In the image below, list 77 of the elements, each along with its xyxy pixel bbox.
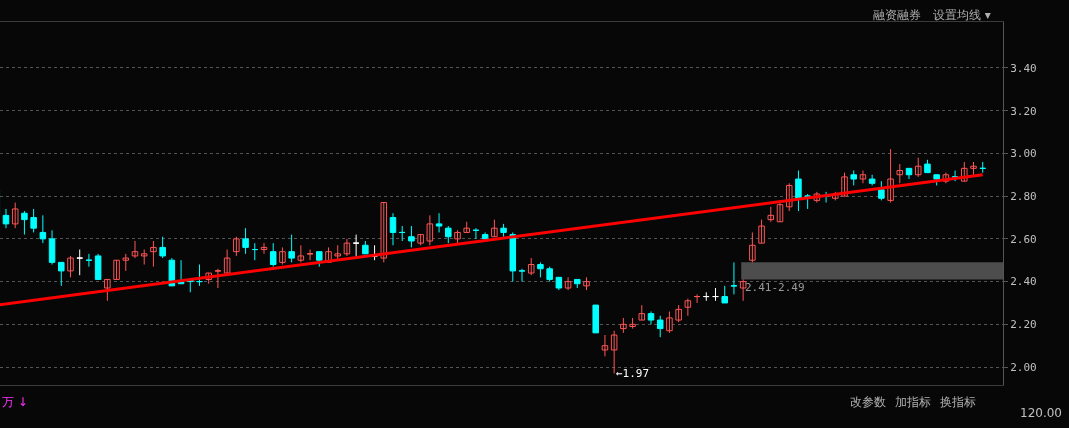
annotation: ←1.97: [616, 367, 650, 380]
candlestick: [11, 202, 19, 229]
candlestick: [67, 255, 74, 278]
candlestick: [712, 287, 719, 302]
text: 120.00: [1020, 406, 1062, 420]
candlestick: [233, 236, 240, 257]
candlestick: [417, 234, 424, 246]
text: 万 ↓: [2, 395, 28, 409]
candlestick: [592, 304, 599, 334]
candlestick: [269, 242, 277, 268]
candlestick: [150, 240, 157, 268]
y-tick-label: 3.00: [1010, 147, 1037, 161]
candlestick: [739, 278, 747, 302]
candlestick: [196, 264, 203, 287]
candlestick: [758, 219, 765, 244]
y-tick-label: 2.00: [1010, 360, 1037, 374]
candlestick: [979, 161, 986, 174]
candlestick: [868, 174, 876, 186]
candlestick: [878, 180, 885, 201]
candlestick: [721, 285, 728, 304]
text: 换指标: [940, 395, 976, 409]
candlestick: [675, 304, 682, 323]
text: 加指标: [895, 395, 931, 409]
candlestick: [30, 208, 37, 233]
candlestick: [408, 225, 415, 248]
candlestick: [288, 234, 295, 263]
candlestick: [306, 249, 314, 261]
candlestick: [896, 163, 904, 184]
candlestick: [583, 276, 590, 291]
candlestick: [58, 261, 65, 287]
candlestick: [251, 242, 259, 261]
y-tick-label: 2.60: [1010, 232, 1037, 246]
text: 设置均线 ▾: [933, 8, 991, 22]
text: 融资融券: [873, 8, 921, 22]
candlestick: [122, 253, 130, 272]
candlestick: [113, 259, 120, 280]
candlestick: [620, 317, 627, 334]
candlestick: [574, 278, 581, 289]
candlestick: [749, 231, 756, 263]
candlestick: [242, 227, 249, 255]
candlestick: [334, 244, 341, 261]
candlestick: [398, 225, 406, 242]
y-tick-label: 2.20: [1010, 318, 1037, 332]
candlestick: [546, 266, 553, 283]
candlestick: [279, 246, 286, 265]
candlestick: [352, 234, 360, 257]
text: 改参数: [850, 395, 886, 409]
candlestick: [924, 159, 931, 174]
candlestick: [666, 311, 673, 334]
candlestick: [970, 161, 977, 176]
candlestick: [472, 227, 480, 240]
candlestick: [104, 278, 111, 302]
candlestick: [214, 268, 222, 289]
y-tick-label: 3.20: [1010, 104, 1037, 118]
candlestick: [730, 261, 738, 295]
candlestick: [850, 169, 857, 186]
candlestick: [693, 293, 701, 304]
candlestick: [610, 330, 618, 374]
candlestick: [951, 169, 959, 182]
candlestick: [629, 317, 636, 330]
candlestick: [500, 223, 507, 238]
y-tick-label: 2.80: [1010, 189, 1037, 203]
candlestick: [463, 221, 470, 233]
candlestick: [76, 249, 83, 276]
candlestick: [140, 249, 148, 265]
y-tick-label: 3.40: [1010, 61, 1037, 75]
candlestick: [159, 236, 166, 259]
y-tick-label: 2.40: [1010, 275, 1037, 289]
candlestick: [297, 244, 305, 263]
candlestick: [767, 206, 775, 223]
candlestick: [656, 315, 664, 338]
candlestick: [454, 229, 461, 244]
band-label: 2.41-2.49: [745, 281, 805, 294]
candlestick: [537, 261, 544, 278]
candlestick: [527, 257, 535, 276]
candlestick: [638, 304, 646, 321]
candlestick: [85, 253, 93, 268]
